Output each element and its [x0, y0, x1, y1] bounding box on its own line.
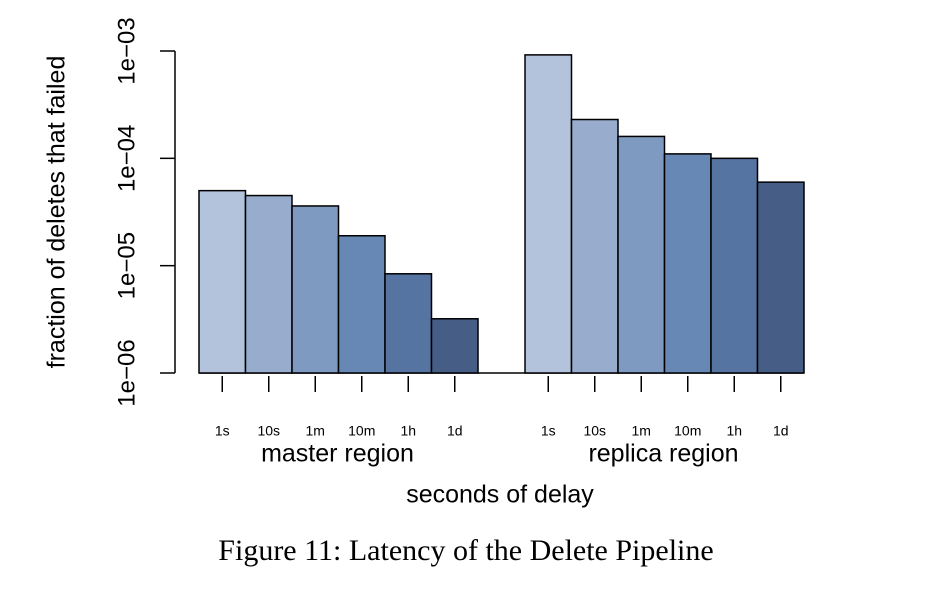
x-tick-label: 10s	[257, 423, 280, 439]
bar	[617, 135, 666, 374]
bar	[430, 318, 479, 374]
caption: Figure 11: Latency of the Delete Pipelin…	[218, 534, 713, 567]
bar	[384, 273, 433, 374]
x-axis-title: seconds of delay	[406, 481, 594, 509]
y-tick-label: 1e−04	[113, 125, 140, 192]
bar	[244, 194, 293, 374]
x-tick-label: 10s	[583, 423, 606, 439]
bar	[198, 189, 247, 374]
x-tick-label: 1h	[400, 423, 416, 439]
bar	[291, 205, 340, 374]
x-tick-label: 1d	[447, 423, 463, 439]
y-tick-label: 1e−03	[113, 17, 140, 84]
x-tick-label: 1d	[773, 423, 789, 439]
x-tick-label: 1s	[541, 423, 556, 439]
x-tick-label: 10m	[674, 423, 701, 439]
bar	[756, 181, 805, 374]
x-tick-label: 1s	[215, 423, 230, 439]
group-label: master region	[261, 440, 414, 468]
y-axis-title: fraction of deletes that failed	[43, 56, 71, 369]
bar	[337, 234, 386, 374]
y-tick-label: 1e−05	[113, 232, 140, 299]
bar	[710, 157, 759, 374]
x-tick-label: 1m	[632, 423, 651, 439]
y-tick-label: 1e−06	[113, 339, 140, 406]
x-tick-label: 1h	[726, 423, 742, 439]
bar	[570, 118, 619, 374]
group-label: replica region	[588, 440, 738, 468]
bar	[524, 54, 573, 374]
bar	[663, 153, 712, 374]
x-tick-label: 1m	[306, 423, 325, 439]
x-tick-label: 10m	[348, 423, 375, 439]
